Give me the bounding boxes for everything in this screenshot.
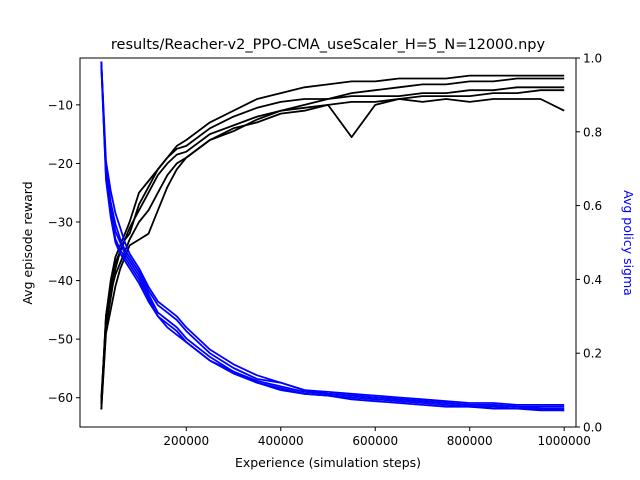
y-tick-label: −20 bbox=[48, 157, 73, 171]
axes-frame bbox=[79, 57, 577, 428]
y2-tick-label: 0.8 bbox=[583, 125, 602, 139]
chart-title: results/Reacher-v2_PPO-CMA_useScaler_H=5… bbox=[111, 37, 546, 53]
y2-axis-ticks: 0.0 0.2 0.4 0.6 0.8 1.0 bbox=[576, 52, 602, 435]
y2-tick-label: 0.0 bbox=[583, 421, 602, 435]
y-tick-label: −30 bbox=[48, 216, 73, 230]
y-tick-label: −10 bbox=[48, 98, 73, 112]
x-tick-label: 800000 bbox=[447, 434, 493, 448]
y2-tick-label: 0.2 bbox=[583, 347, 602, 361]
x-tick-label: 400000 bbox=[258, 434, 304, 448]
x-axis-ticks: 200000 400000 600000 800000 1000000 bbox=[163, 427, 591, 448]
y2-tick-label: 1.0 bbox=[583, 52, 602, 66]
x-tick-label: 600000 bbox=[352, 434, 398, 448]
sigma-series-line-3 bbox=[100, 61, 565, 412]
y-axis-ticks: −60 −50 −40 −30 −20 −10 bbox=[48, 98, 80, 405]
x-axis-label: Experience (simulation steps) bbox=[235, 455, 421, 470]
y-tick-label: −50 bbox=[48, 333, 73, 347]
sigma-series-line-5 bbox=[100, 61, 565, 406]
y2-axis-label: Avg policy sigma bbox=[621, 190, 636, 296]
x-tick-label: 200000 bbox=[163, 434, 209, 448]
y-axis-label: Avg episode reward bbox=[20, 181, 35, 304]
reward-series-line-5 bbox=[100, 74, 565, 404]
series-layer bbox=[100, 61, 565, 412]
y-tick-label: −60 bbox=[48, 391, 73, 405]
y2-tick-label: 0.4 bbox=[583, 273, 602, 287]
x-tick-label: 1000000 bbox=[537, 434, 590, 448]
sigma-series-line-4 bbox=[100, 65, 565, 412]
reward-series-line-4 bbox=[100, 98, 565, 410]
y2-tick-label: 0.6 bbox=[583, 199, 602, 213]
y-tick-label: −40 bbox=[48, 274, 73, 288]
